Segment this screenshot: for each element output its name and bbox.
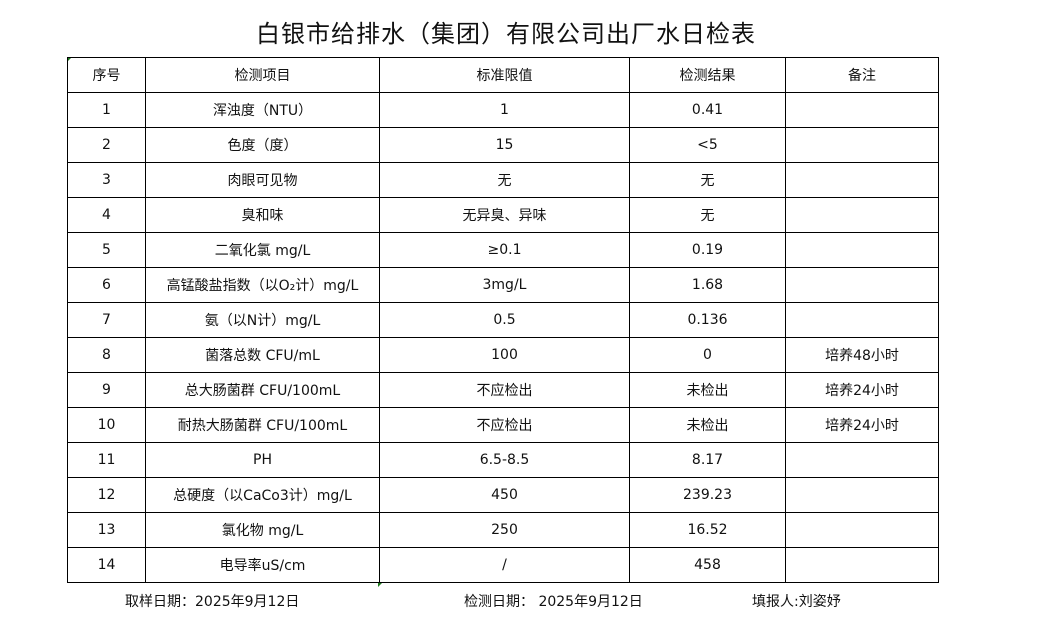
table-cell[interactable]: 臭和味 [145,197,380,233]
table-cell[interactable]: 11 [67,442,146,478]
table-row: 12 总硬度（以CaCo3计）mg/L 450 239.23 [67,477,939,513]
table-cell[interactable]: 培养24小时 [785,407,939,443]
table-cell[interactable] [785,162,939,198]
table-cell[interactable]: 14 [67,547,146,583]
table-cell[interactable]: <5 [629,127,786,163]
table-cell[interactable]: 0 [629,337,786,373]
table-row: 4 臭和味 无异臭、异味无 [67,197,939,233]
table-cell[interactable]: 4 [67,197,146,233]
table-cell[interactable]: 耐热大肠菌群 CFU/100mL [145,407,380,443]
table-cell[interactable]: 0.19 [629,232,786,268]
table-cell[interactable] [785,477,939,513]
table-cell[interactable]: 10 [67,407,146,443]
table-cell[interactable]: 无 [629,197,786,233]
cell-marker [378,582,383,587]
table-cell[interactable]: 总大肠菌群 CFU/100mL [145,372,380,408]
inspection-table: 序号 检测项目 标准限值 检测结果 备注 1 浑浊度（NTU） 1 0.41 2 色度（度） 15 <5… [67,57,939,583]
table-cell[interactable]: 标准限值 [379,57,630,93]
table-row: 10 耐热大肠菌群 CFU/100mL 不应检出 未检出 培养24小时 [67,407,939,443]
table-cell[interactable] [785,267,939,303]
table-cell[interactable]: 450 [379,477,630,513]
table-cell[interactable]: 12 [67,477,146,513]
table-cell[interactable]: / [379,547,630,583]
table-cell[interactable]: 0.41 [629,92,786,128]
table-row: 2 色度（度） 15 <5 [67,127,939,163]
table-cell[interactable]: 0.5 [379,302,630,338]
table-row: 6 高锰酸盐指数（以O₂计）mg/L 3mg/L 1.68 [67,267,939,303]
table-cell[interactable]: 13 [67,512,146,548]
table-cell[interactable]: 无 [379,162,630,198]
table-cell[interactable] [785,232,939,268]
table-cell[interactable]: 无异臭、异味 [379,197,630,233]
table-cell[interactable]: 浑浊度（NTU） [145,92,380,128]
table-cell[interactable]: 100 [379,337,630,373]
table-cell[interactable]: 色度（度） [145,127,380,163]
table-cell[interactable] [785,512,939,548]
table-cell[interactable]: ≥0.1 [379,232,630,268]
table-cell[interactable]: 电导率uS/cm [145,547,380,583]
table-cell[interactable]: 7 [67,302,146,338]
table-cell[interactable] [785,127,939,163]
table-cell[interactable]: 9 [67,372,146,408]
table-cell[interactable]: 氨（以N计）mg/L [145,302,380,338]
table-cell[interactable]: 培养24小时 [785,372,939,408]
table-cell[interactable]: 不应检出 [379,372,630,408]
table-cell[interactable]: 氯化物 mg/L [145,512,380,548]
reporter: 填报人:刘姿妤 [752,594,841,610]
table-cell[interactable]: 未检出 [629,372,786,408]
table-row: 9 总大肠菌群 CFU/100mL 不应检出 未检出 培养24小时 [67,372,939,408]
table-cell[interactable]: 序号 [67,57,146,93]
header-row: 序号 检测项目 标准限值 检测结果 备注 [67,57,939,93]
table-cell[interactable]: 15 [379,127,630,163]
table-row: 5 二氧化氯 mg/L ≥0.1 0.19 [67,232,939,268]
table-cell[interactable]: 二氧化氯 mg/L [145,232,380,268]
table-cell[interactable]: 1.68 [629,267,786,303]
table-cell[interactable]: PH [145,442,380,478]
table-cell[interactable]: 备注 [785,57,939,93]
table-row: 3 肉眼可见物无无 [67,162,939,198]
table-row: 14 电导率uS/cm/458 [67,547,939,583]
table-cell[interactable]: 2 [67,127,146,163]
table-cell[interactable]: 6.5-8.5 [379,442,630,478]
table-cell[interactable]: 3mg/L [379,267,630,303]
table-cell[interactable]: 1 [379,92,630,128]
table-row: 13 氯化物 mg/L 250 16.52 [67,512,939,548]
table-cell[interactable]: 不应检出 [379,407,630,443]
table-cell[interactable]: 高锰酸盐指数（以O₂计）mg/L [145,267,380,303]
table-cell[interactable]: 250 [379,512,630,548]
table-cell[interactable]: 菌落总数 CFU/mL [145,337,380,373]
table-cell[interactable]: 总硬度（以CaCo3计）mg/L [145,477,380,513]
table-cell[interactable] [785,442,939,478]
table-cell[interactable]: 肉眼可见物 [145,162,380,198]
table-cell[interactable]: 458 [629,547,786,583]
table-cell[interactable]: 6 [67,267,146,303]
table-cell[interactable]: 检测结果 [629,57,786,93]
table-row: 7 氨（以N计）mg/L 0.5 0.136 [67,302,939,338]
test-date: 检测日期： 2025年9月12日 [464,594,643,610]
table-cell[interactable]: 239.23 [629,477,786,513]
table-row: 1 浑浊度（NTU） 1 0.41 [67,92,939,128]
page-title: 白银市给排水（集团）有限公司出厂水日检表 [256,20,756,48]
table-cell[interactable]: 8.17 [629,442,786,478]
table-cell[interactable]: 无 [629,162,786,198]
table-cell[interactable]: 0.136 [629,302,786,338]
table-cell[interactable] [785,92,939,128]
table-cell[interactable]: 8 [67,337,146,373]
table-cell[interactable]: 未检出 [629,407,786,443]
table-cell[interactable]: 培养48小时 [785,337,939,373]
table-cell[interactable] [785,547,939,583]
table-cell[interactable]: 16.52 [629,512,786,548]
table-row: 11 PH 6.5-8.5 8.17 [67,442,939,478]
table-cell[interactable] [785,302,939,338]
sampling-date: 取样日期：2025年9月12日 [125,594,300,610]
table-cell[interactable]: 3 [67,162,146,198]
table-cell[interactable]: 检测项目 [145,57,380,93]
table-cell[interactable]: 5 [67,232,146,268]
table-row: 8 菌落总数 CFU/mL 100 0 培养48小时 [67,337,939,373]
table-cell[interactable]: 1 [67,92,146,128]
table-cell[interactable] [785,197,939,233]
